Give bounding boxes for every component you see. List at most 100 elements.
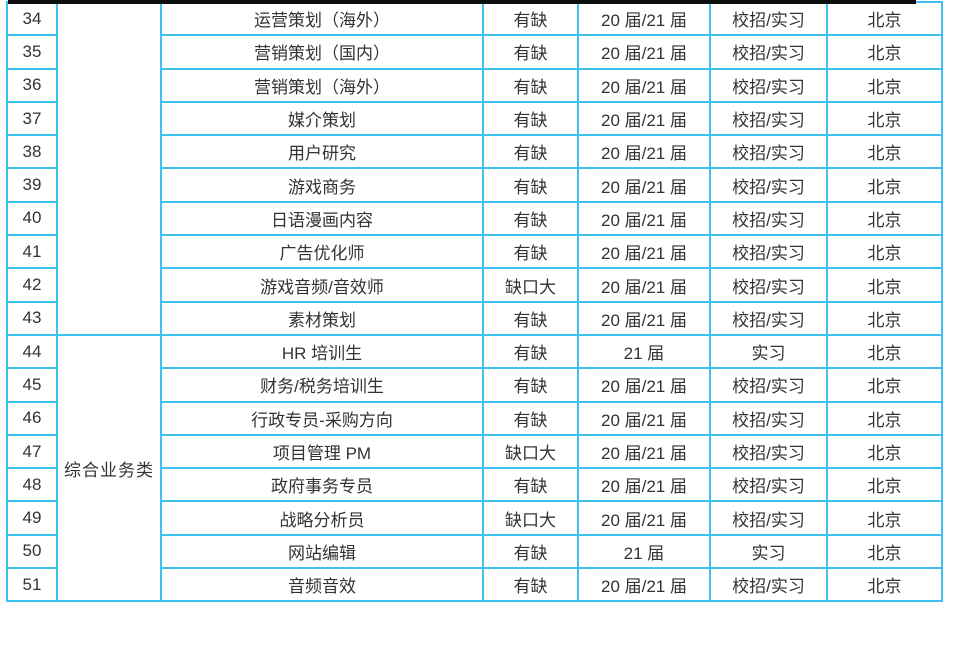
table-row: 51 音频音效 有缺 20 届/21 届校招/实习 北京 — [6, 567, 943, 603]
status-cell: 有缺 — [482, 0, 579, 37]
position-cell: 用户研究 — [160, 134, 484, 170]
recruit-type-cell: 校招/实习 — [709, 467, 828, 503]
recruit-type-cell: 校招/实习 — [709, 500, 828, 536]
row-number-cell: 42 — [6, 267, 58, 303]
location-cell: 北京 — [826, 200, 943, 237]
position-cell: 运营策划（海外） — [160, 0, 484, 37]
batch-cell: 20 届/21 届 — [577, 400, 711, 436]
position-cell: 广告优化师 — [160, 234, 484, 270]
batch-cell: 20 届/21 届 — [577, 467, 711, 503]
recruit-type-cell: 校招/实习 — [709, 34, 828, 70]
recruit-type-cell: 校招/实习 — [709, 167, 828, 203]
location-cell: 北京 — [826, 100, 943, 137]
row-number-cell: 34 — [6, 0, 58, 37]
batch-cell: 21 届 — [577, 533, 711, 570]
recruit-type-cell: 实习 — [709, 333, 828, 370]
row-number-cell: 51 — [6, 567, 58, 603]
row-number-cell: 39 — [6, 167, 58, 203]
table-row: 39 游戏商务 有缺 20 届/21 届校招/实习 北京 — [6, 167, 943, 203]
position-cell: 媒介策划 — [160, 100, 484, 137]
row-number-cell: 48 — [6, 467, 58, 503]
position-cell: 战略分析员 — [160, 500, 484, 536]
position-cell: 网站编辑 — [160, 533, 484, 570]
position-cell: 素材策划 — [160, 300, 484, 336]
status-cell: 有缺 — [482, 567, 579, 603]
row-number-cell: 44 — [6, 333, 58, 370]
recruit-type-cell: 校招/实习 — [709, 0, 828, 37]
recruit-type-cell: 校招/实习 — [709, 367, 828, 403]
row-number-cell: 36 — [6, 67, 58, 103]
row-number-cell: 35 — [6, 34, 58, 70]
position-cell: 游戏商务 — [160, 167, 484, 203]
location-cell: 北京 — [826, 267, 943, 303]
status-cell: 有缺 — [482, 67, 579, 103]
row-number-cell: 40 — [6, 200, 58, 237]
table-row: 49 战略分析员 缺口大 20 届/21 届校招/实习 北京 — [6, 500, 943, 536]
batch-cell: 20 届/21 届 — [577, 300, 711, 336]
table-row: 36 营销策划（海外） 有缺 20 届/21 届校招/实习 北京 — [6, 67, 943, 103]
status-cell: 有缺 — [482, 167, 579, 203]
position-cell: 营销策划（国内） — [160, 34, 484, 70]
category-cell — [56, 1, 162, 336]
table-row: 35 营销策划（国内） 有缺 20 届/21 届校招/实习 北京 — [6, 34, 943, 70]
batch-cell: 20 届/21 届 — [577, 134, 711, 170]
location-cell: 北京 — [826, 167, 943, 203]
batch-cell: 20 届/21 届 — [577, 367, 711, 403]
position-cell: HR 培训生 — [160, 333, 484, 370]
location-cell: 北京 — [826, 67, 943, 103]
row-number-cell: 50 — [6, 533, 58, 570]
status-cell: 有缺 — [482, 200, 579, 237]
table-row: 46 行政专员-采购方向 有缺 20 届/21 届校招/实习 北京 — [6, 400, 943, 436]
row-number-cell: 38 — [6, 134, 58, 170]
batch-cell: 20 届/21 届 — [577, 67, 711, 103]
recruit-type-cell: 校招/实习 — [709, 400, 828, 436]
recruit-type-cell: 校招/实习 — [709, 267, 828, 303]
location-cell: 北京 — [826, 567, 943, 603]
location-cell: 北京 — [826, 467, 943, 503]
position-cell: 营销策划（海外） — [160, 67, 484, 103]
recruit-type-cell: 实习 — [709, 533, 828, 570]
position-cell: 日语漫画内容 — [160, 200, 484, 237]
location-cell: 北京 — [826, 134, 943, 170]
status-cell: 有缺 — [482, 333, 579, 370]
category-cell: 综合业务类 — [56, 333, 162, 603]
recruit-type-cell: 校招/实习 — [709, 433, 828, 470]
row-number-cell: 47 — [6, 433, 58, 470]
batch-cell: 20 届/21 届 — [577, 167, 711, 203]
row-number-cell: 49 — [6, 500, 58, 536]
location-cell: 北京 — [826, 400, 943, 436]
location-cell: 北京 — [826, 333, 943, 370]
position-cell: 项目管理 PM — [160, 433, 484, 470]
table-row: 34 运营策划（海外） 有缺 20 届/21 届校招/实习 北京 — [6, 0, 943, 336]
recruit-type-cell: 校招/实习 — [709, 200, 828, 237]
table-body: 34 运营策划（海外） 有缺 20 届/21 届校招/实习 北京 35 营销策划（国内） 有缺… — [6, 0, 943, 603]
location-cell: 北京 — [826, 500, 943, 536]
recruit-type-cell: 校招/实习 — [709, 234, 828, 270]
location-cell: 北京 — [826, 0, 943, 37]
status-cell: 有缺 — [482, 300, 579, 336]
status-cell: 有缺 — [482, 467, 579, 503]
batch-cell: 20 届/21 届 — [577, 200, 711, 237]
row-number-cell: 37 — [6, 100, 58, 137]
status-cell: 有缺 — [482, 533, 579, 570]
batch-cell: 21 届 — [577, 333, 711, 370]
position-cell: 行政专员-采购方向 — [160, 400, 484, 436]
batch-cell: 20 届/21 届 — [577, 433, 711, 470]
batch-cell: 20 届/21 届 — [577, 100, 711, 137]
job-openings-table: 34 运营策划（海外） 有缺 20 届/21 届校招/实习 北京 35 营销策划（国内） 有缺… — [6, 0, 943, 603]
location-cell: 北京 — [826, 433, 943, 470]
status-cell: 有缺 — [482, 134, 579, 170]
position-cell: 政府事务专员 — [160, 467, 484, 503]
table-row: 37 媒介策划 有缺 20 届/21 届校招/实习 北京 — [6, 100, 943, 137]
row-number-cell: 41 — [6, 234, 58, 270]
table-row: 42 游戏音频/音效师 缺口大 20 届/21 届校招/实习 北京 — [6, 267, 943, 303]
status-cell: 有缺 — [482, 34, 579, 70]
status-cell: 有缺 — [482, 400, 579, 436]
table-row: 47 项目管理 PM 缺口大 20 届/21 届校招/实习 北京 — [6, 433, 943, 470]
status-cell: 缺口大 — [482, 433, 579, 470]
status-cell: 有缺 — [482, 100, 579, 137]
table-row: 43 素材策划 有缺 20 届/21 届校招/实习 北京 — [6, 300, 943, 336]
table-row: 38 用户研究 有缺 20 届/21 届校招/实习 北京 — [6, 134, 943, 170]
batch-cell: 20 届/21 届 — [577, 234, 711, 270]
position-cell: 音频音效 — [160, 567, 484, 603]
